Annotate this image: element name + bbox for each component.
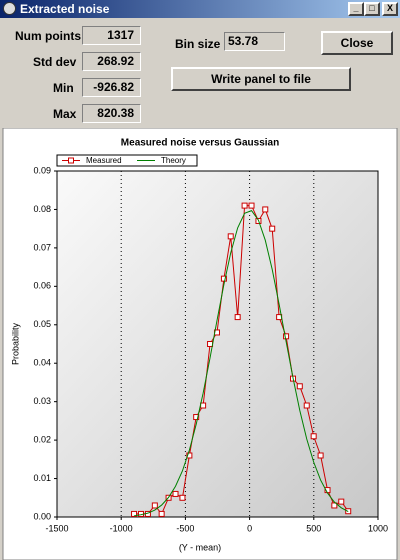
chart-title: Measured noise versus Gaussian (121, 138, 279, 149)
minimize-button[interactable]: _ (348, 2, 364, 16)
marker (234, 314, 241, 321)
y-tick-label: 0.06 (33, 281, 51, 291)
write-button[interactable]: Write panel to file (171, 67, 351, 91)
y-tick-label: 0.08 (33, 204, 51, 214)
close-button[interactable]: Close (321, 31, 393, 55)
marker (269, 225, 276, 232)
legend (56, 154, 198, 167)
legend-label: Measured (86, 156, 122, 165)
x-tick-label: -500 (176, 523, 194, 533)
maximize-button[interactable]: □ (364, 2, 380, 16)
series-line (133, 209, 349, 517)
window-title: Extracted noise (20, 2, 110, 16)
y-tick-label: 0.00 (33, 511, 51, 521)
marker (262, 206, 269, 213)
stat-label: Num points (15, 29, 81, 43)
x-tick-label: -1500 (45, 523, 68, 533)
marker (248, 202, 255, 209)
marker (303, 402, 310, 409)
marker (227, 233, 234, 240)
bin-size-value: 53.78 (224, 32, 285, 51)
marker (179, 494, 186, 501)
marker (193, 414, 200, 421)
stat-label: Max (53, 107, 77, 121)
marker (186, 452, 193, 459)
legend-marker (68, 157, 74, 164)
title-bar: Extracted noise _ □ X (0, 0, 400, 18)
marker (158, 510, 165, 517)
stat-value: 820.38 (82, 104, 141, 123)
x-tick-label: 0 (247, 523, 252, 533)
y-tick-label: 0.01 (33, 473, 51, 483)
y-tick-label: 0.07 (33, 242, 51, 252)
stat-value: -926.82 (82, 78, 141, 97)
marker (241, 202, 248, 209)
marker (331, 502, 338, 509)
stat-label: Min (53, 81, 74, 95)
marker (338, 498, 345, 505)
x-tick-label: -1000 (110, 523, 133, 533)
plot-area (56, 170, 379, 518)
marker (310, 433, 317, 440)
chart: Measured noise versus Gaussian (Y - mean… (2, 128, 398, 560)
marker (131, 510, 138, 517)
marker (296, 383, 303, 390)
stat-value: 268.92 (82, 52, 141, 71)
x-axis-label: (Y - mean) (179, 542, 221, 552)
y-tick-label: 0.04 (33, 358, 51, 368)
marker (151, 502, 158, 509)
y-tick-label: 0.09 (33, 165, 51, 175)
legend-label: Theory (161, 156, 186, 165)
x-tick-label: 500 (306, 523, 321, 533)
close-x-button[interactable]: X (382, 2, 398, 16)
y-tick-label: 0.05 (33, 319, 51, 329)
bin-size-label: Bin size (175, 37, 221, 51)
y-axis-label: Probability (10, 322, 20, 365)
marker (317, 452, 324, 459)
stat-value: 1317 (82, 26, 141, 45)
app-icon (3, 2, 16, 15)
y-tick-label: 0.03 (33, 396, 51, 406)
marker (172, 490, 179, 497)
y-tick-label: 0.02 (33, 434, 51, 444)
marker (220, 275, 227, 282)
x-tick-label: 1000 (368, 523, 388, 533)
marker (200, 402, 207, 409)
stat-label: Std dev (33, 55, 77, 69)
